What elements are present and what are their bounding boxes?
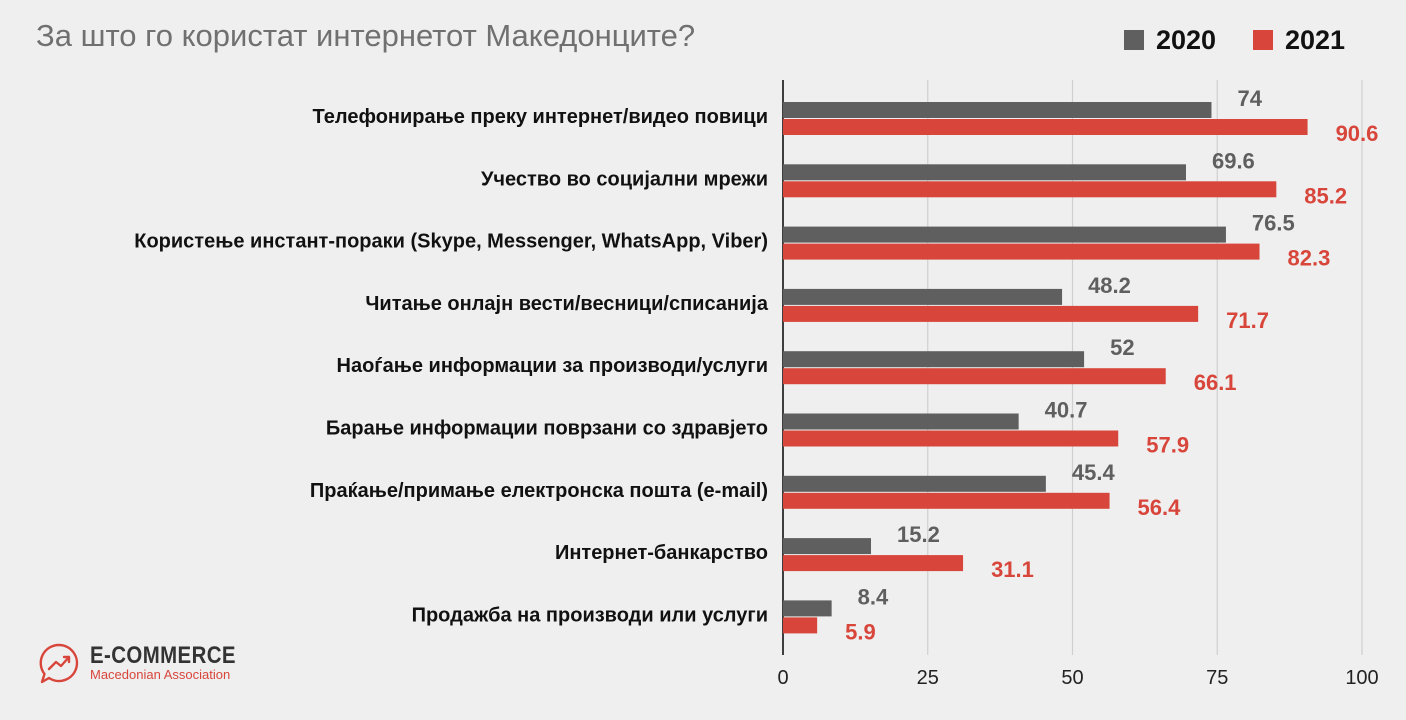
data-label-2021-5: 66.1 xyxy=(1194,370,1237,395)
bars xyxy=(783,102,1308,634)
logo-subtitle: Macedonian Association xyxy=(90,667,231,682)
legend-swatch-2021 xyxy=(1253,30,1273,50)
legend-item-2021: 2021 xyxy=(1253,24,1345,56)
data-label-2020-8: 15.2 xyxy=(897,522,940,547)
bar-2021-6 xyxy=(783,430,1119,447)
bar-2021-4 xyxy=(783,305,1199,322)
chart-title: За што го користат интернетот Македонцит… xyxy=(36,18,696,53)
data-labels: 74 90.6 69.6 85.2 76.5 82.3 48.2 71.7 52 66.1 40.7… xyxy=(845,86,1378,644)
bar-2020-6 xyxy=(783,413,1019,430)
category-label-6: Барање информации поврзани со здравјето xyxy=(326,418,768,440)
category-label-2: Учество во социјални мрежи xyxy=(481,168,768,190)
category-label-8: Интернет-банкарство xyxy=(555,542,768,564)
data-label-2021-1: 90.6 xyxy=(1336,121,1379,146)
category-label-3: Користење инстант-пораки (Skype, Messeng… xyxy=(134,231,768,253)
trending-up-chat-icon xyxy=(39,643,79,684)
bar-2020-5 xyxy=(783,351,1085,368)
bar-2020-9 xyxy=(783,600,832,617)
category-label-9: Продажба на производи или услуги xyxy=(412,604,768,626)
category-label-1: Телефонирање преку интернет/видео повици xyxy=(313,106,768,128)
data-label-2021-3: 82.3 xyxy=(1288,246,1331,271)
logo-text: E-COMMERCE Macedonian Association xyxy=(90,644,262,682)
data-label-2020-4: 48.2 xyxy=(1088,273,1131,298)
logo: E-COMMERCE Macedonian Association xyxy=(38,642,262,684)
bar-2021-5 xyxy=(783,368,1166,385)
bar-2020-1 xyxy=(783,102,1212,118)
category-label-7: Праќање/примање електронска пошта (e-mai… xyxy=(310,480,768,502)
bar-2021-2 xyxy=(783,181,1277,198)
data-label-2020-6: 40.7 xyxy=(1045,398,1088,423)
x-tick-label-100: 100 xyxy=(1345,667,1378,689)
bar-2021-1 xyxy=(783,119,1308,135)
data-label-2020-1: 74 xyxy=(1237,86,1262,111)
x-tick-label-0: 0 xyxy=(777,667,788,689)
x-tick-label-75: 75 xyxy=(1206,667,1228,689)
data-label-2021-2: 85.2 xyxy=(1304,183,1347,208)
data-label-2021-8: 31.1 xyxy=(991,557,1034,582)
x-tick-label-50: 50 xyxy=(1061,667,1083,689)
x-tick-label-25: 25 xyxy=(917,667,939,689)
data-label-2020-3: 76.5 xyxy=(1252,211,1295,236)
bar-2020-8 xyxy=(783,538,872,555)
logo-name: E-COMMERCE xyxy=(90,642,236,669)
data-label-2021-4: 71.7 xyxy=(1226,308,1269,333)
bar-2020-3 xyxy=(783,226,1226,243)
data-label-2021-7: 56.4 xyxy=(1138,495,1182,520)
legend-label-2020: 2020 xyxy=(1156,24,1217,55)
bar-2020-2 xyxy=(783,164,1186,181)
bar-2020-7 xyxy=(783,475,1046,492)
x-tick-labels: 0 25 50 75 100 xyxy=(777,667,1378,689)
category-label-5: Наоѓање информации за производи/услуги xyxy=(337,355,769,377)
category-labels: Телефонирање преку интернет/видео повици… xyxy=(134,106,769,626)
bar-2021-9 xyxy=(783,617,818,634)
bar-2021-3 xyxy=(783,243,1260,260)
data-label-2020-2: 69.6 xyxy=(1212,148,1255,173)
legend-label-2021: 2021 xyxy=(1285,24,1346,55)
data-label-2020-9: 8.4 xyxy=(858,584,889,609)
category-label-4: Читање онлајн вести/весници/списанија xyxy=(365,293,769,315)
legend-item-2020: 2020 xyxy=(1124,24,1216,56)
bar-2020-4 xyxy=(783,288,1063,305)
bar-2021-8 xyxy=(783,555,964,572)
bar-2021-7 xyxy=(783,492,1110,509)
data-label-2020-5: 52 xyxy=(1110,335,1134,360)
legend-swatch-2020 xyxy=(1124,30,1144,50)
data-label-2021-6: 57.9 xyxy=(1146,433,1189,458)
data-label-2021-9: 5.9 xyxy=(845,619,876,644)
data-label-2020-7: 45.4 xyxy=(1072,460,1116,485)
